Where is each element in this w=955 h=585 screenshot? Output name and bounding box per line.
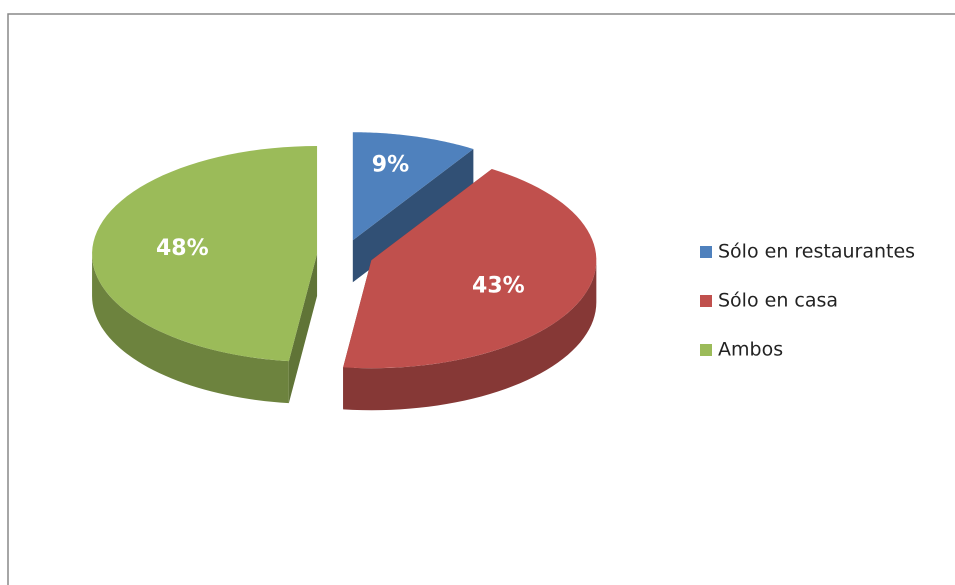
slice bbox=[343, 169, 597, 369]
data-label: 43% bbox=[472, 274, 525, 299]
data-label: 9% bbox=[372, 153, 409, 178]
pie-tops bbox=[92, 132, 597, 369]
slice-cut-face bbox=[288, 254, 318, 404]
slice-cut-face bbox=[352, 149, 474, 283]
slice-side bbox=[92, 254, 289, 404]
legend-swatch bbox=[700, 295, 712, 307]
data-label: 48% bbox=[156, 236, 209, 261]
slice-side bbox=[343, 260, 597, 411]
legend-swatch bbox=[700, 246, 712, 258]
slice bbox=[92, 146, 318, 362]
slice bbox=[352, 132, 474, 241]
legend-label: Ambos bbox=[718, 339, 783, 361]
legend-label: Sólo en restaurantes bbox=[718, 241, 915, 263]
legend-label: Sólo en casa bbox=[718, 290, 838, 312]
legend-swatch bbox=[700, 344, 712, 356]
